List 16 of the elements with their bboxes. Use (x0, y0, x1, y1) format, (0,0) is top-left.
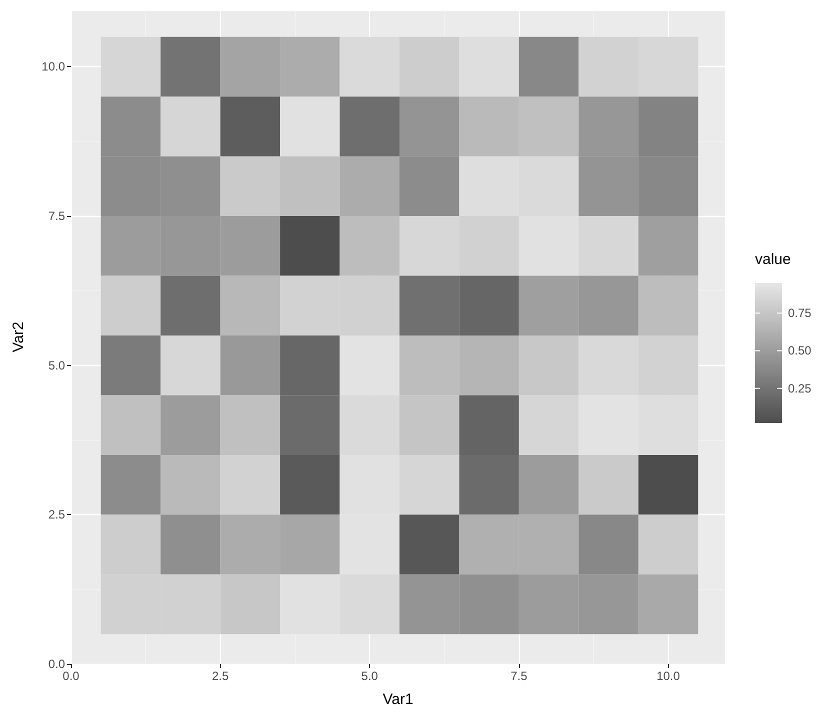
y-tick-label: 7.5 (48, 209, 66, 224)
x-tick-label: 2.5 (212, 669, 229, 683)
color-bar-label: 0.25 (788, 381, 812, 396)
y-tick-label: 5.0 (48, 358, 66, 372)
x-tick-label: 0.0 (62, 669, 80, 683)
x-axis-title: Var1 (382, 691, 414, 708)
y-tick-label: 0.0 (48, 657, 66, 671)
color-bar-label: 0.50 (788, 344, 812, 358)
x-tick-label: 5.0 (361, 669, 378, 683)
x-tick-label: 10.0 (656, 669, 680, 683)
color-bar-label: 0.75 (788, 306, 812, 320)
x-tick-label: 7.5 (510, 669, 528, 683)
y-tick-label: 2.5 (48, 508, 66, 522)
y-axis-title: Var2 (10, 322, 27, 352)
legend-title: value (755, 251, 791, 268)
y-tick-label: 10.0 (42, 60, 66, 74)
